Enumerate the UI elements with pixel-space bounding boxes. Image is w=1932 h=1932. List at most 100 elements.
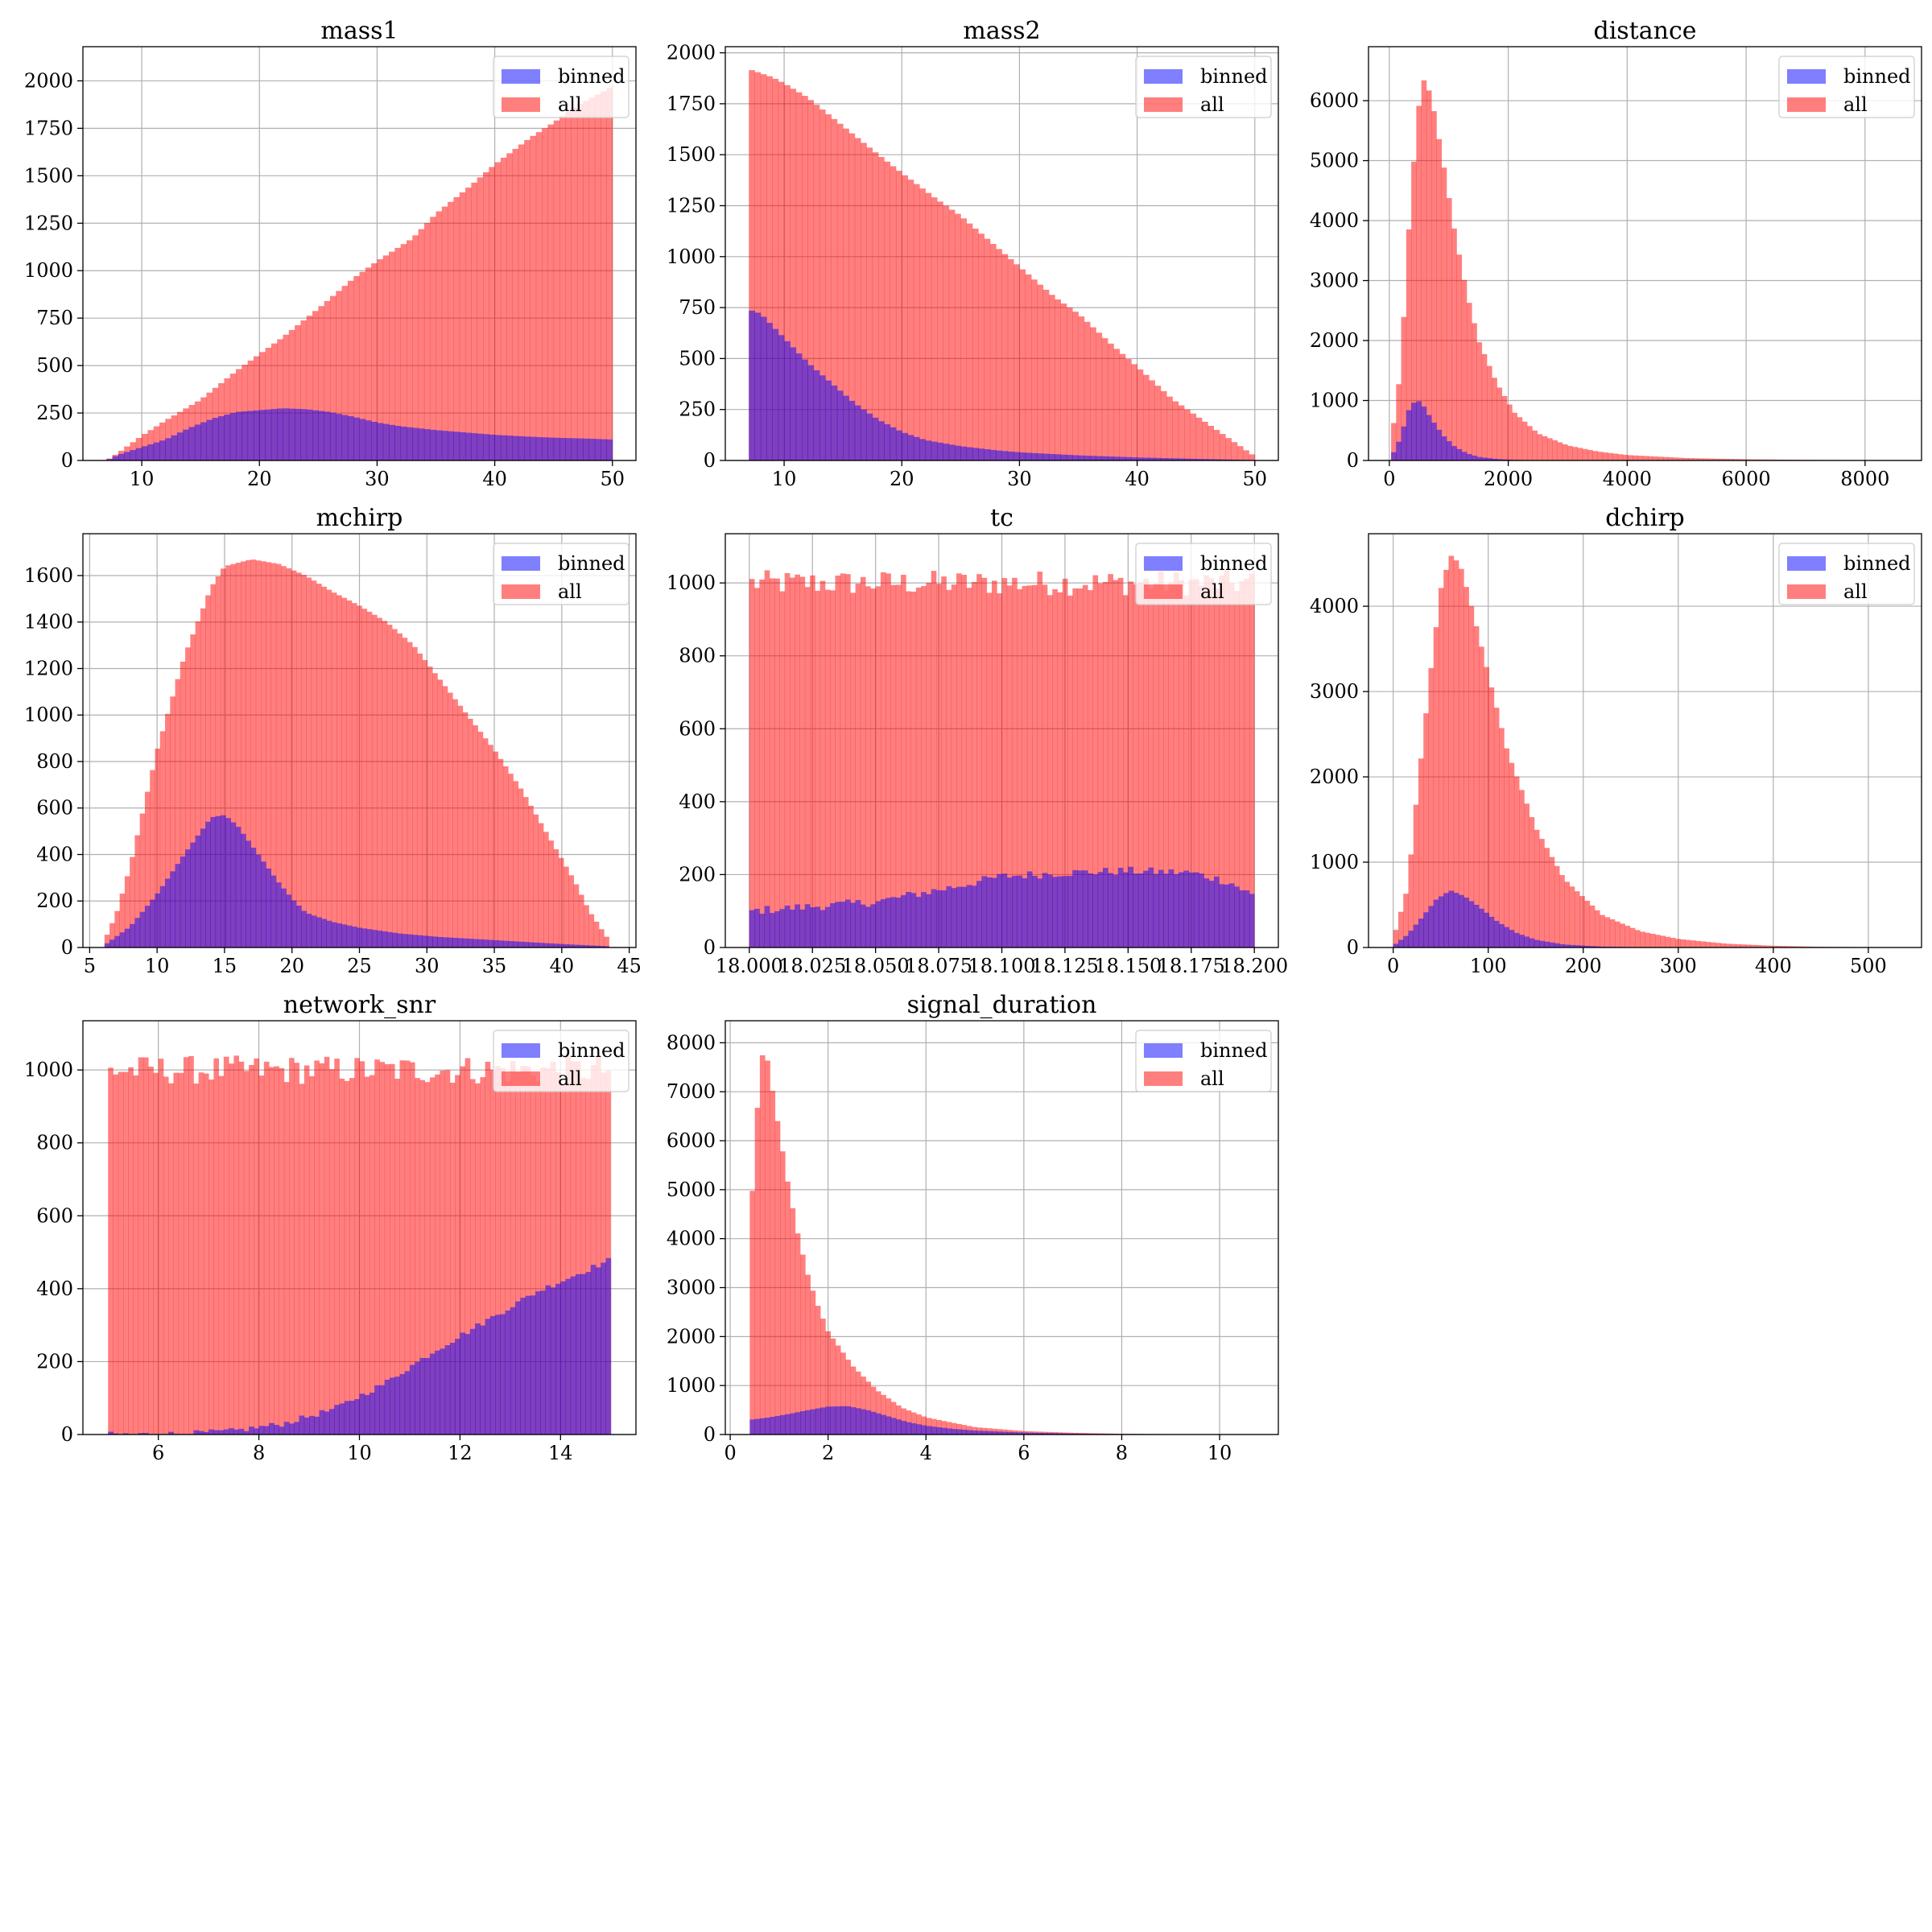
bar-binned [1137, 457, 1144, 460]
y-tick-label: 0 [704, 1423, 716, 1446]
bar-binned [966, 885, 972, 947]
bar-all [1418, 758, 1424, 947]
bar-all [961, 575, 967, 947]
bar-binned [906, 1422, 912, 1435]
bar-all [1072, 588, 1079, 947]
y-tick-label: 0 [704, 936, 716, 959]
bar-binned [314, 1416, 320, 1435]
bar-binned [286, 894, 292, 947]
bar-all [548, 840, 554, 947]
bar-binned [303, 1417, 310, 1435]
bar-binned [976, 1430, 982, 1435]
bar-all [989, 243, 997, 460]
bar-all [223, 1056, 229, 1435]
bar-binned [880, 898, 886, 947]
y-tick-label: 2000 [667, 42, 716, 64]
bar-all [951, 584, 957, 947]
y-tick-label: 400 [36, 1278, 73, 1300]
x-tick-label: 18.075 [905, 955, 972, 977]
series-all [749, 1055, 1255, 1435]
bar-all [1459, 568, 1464, 947]
bar-binned [235, 827, 242, 947]
legend-label-all: all [558, 580, 582, 603]
bar-all [339, 1078, 345, 1435]
bar-all [1249, 454, 1256, 460]
bar-all [941, 576, 947, 947]
bar-all [159, 731, 166, 947]
bar-all [1733, 459, 1740, 460]
bar-binned [991, 877, 997, 947]
bar-binned [1142, 457, 1150, 460]
bar-all [277, 339, 283, 460]
bar-binned [300, 409, 308, 460]
bar-all [1628, 455, 1633, 460]
x-tick-label: 14 [548, 1442, 573, 1464]
bar-all [518, 144, 525, 460]
bar-all [533, 814, 539, 947]
bar-binned [165, 438, 172, 460]
bar-all [306, 316, 313, 460]
x-tick-label: 18.025 [778, 955, 846, 977]
bar-all [1577, 448, 1583, 460]
bar-binned [402, 934, 408, 947]
bar-all [1137, 369, 1144, 460]
bar-all [306, 577, 312, 947]
bar-all [1519, 790, 1525, 947]
bar-all [1125, 359, 1132, 460]
bar-all [910, 591, 917, 947]
bar-binned [453, 431, 460, 460]
bar-all [1443, 569, 1449, 947]
bar-all [1092, 575, 1099, 947]
bar-binned [1001, 451, 1009, 460]
bar-all [843, 128, 849, 460]
bar-all [1472, 323, 1477, 460]
bar-all [349, 1078, 355, 1435]
legend: binned all [493, 543, 630, 605]
bar-all [469, 1079, 476, 1435]
legend-label-all: all [1843, 93, 1868, 116]
bar-binned [1001, 873, 1008, 947]
bar-all [269, 1067, 275, 1435]
bar-all [1584, 900, 1591, 947]
bar-binned [1579, 945, 1585, 947]
bar-all [229, 1063, 234, 1435]
bar-binned [306, 914, 312, 947]
bar-all [1700, 941, 1706, 947]
bar-binned [359, 419, 366, 460]
bar-binned [571, 438, 578, 460]
y-tick-label: 200 [679, 863, 716, 886]
bar-binned [306, 409, 313, 460]
subplot-title: network_snr [283, 991, 436, 1019]
bar-all [1055, 299, 1061, 460]
bar-binned [1443, 893, 1449, 947]
bar-binned [601, 1262, 606, 1435]
bar-all [1693, 458, 1699, 460]
bar-all [138, 1057, 144, 1435]
bar-all [583, 101, 589, 460]
bar-all [1249, 573, 1255, 947]
bar-binned [1397, 939, 1404, 947]
bar-binned [263, 1426, 270, 1435]
bar-binned [295, 906, 302, 947]
bar-all [495, 1066, 501, 1435]
bar-all [936, 1419, 942, 1435]
bar-binned [153, 442, 160, 460]
bar-all [1096, 332, 1103, 460]
bar-binned [1463, 897, 1469, 947]
bar-binned [926, 1426, 932, 1435]
bar-binned [1128, 866, 1134, 947]
bar-all [578, 894, 584, 947]
y-tick-label: 400 [36, 843, 73, 865]
bar-binned [124, 452, 130, 460]
y-tick-label: 6000 [1310, 89, 1359, 112]
bar-all [144, 791, 151, 947]
bar-all [311, 580, 317, 947]
bar-binned [1072, 455, 1079, 460]
bar-all [341, 597, 348, 947]
bar-binned [326, 920, 332, 947]
bar-binned [789, 909, 795, 947]
bar-all [1406, 229, 1412, 460]
bar-all [754, 1108, 761, 1435]
bar-all [1149, 380, 1155, 460]
bar-binned [525, 1295, 531, 1435]
